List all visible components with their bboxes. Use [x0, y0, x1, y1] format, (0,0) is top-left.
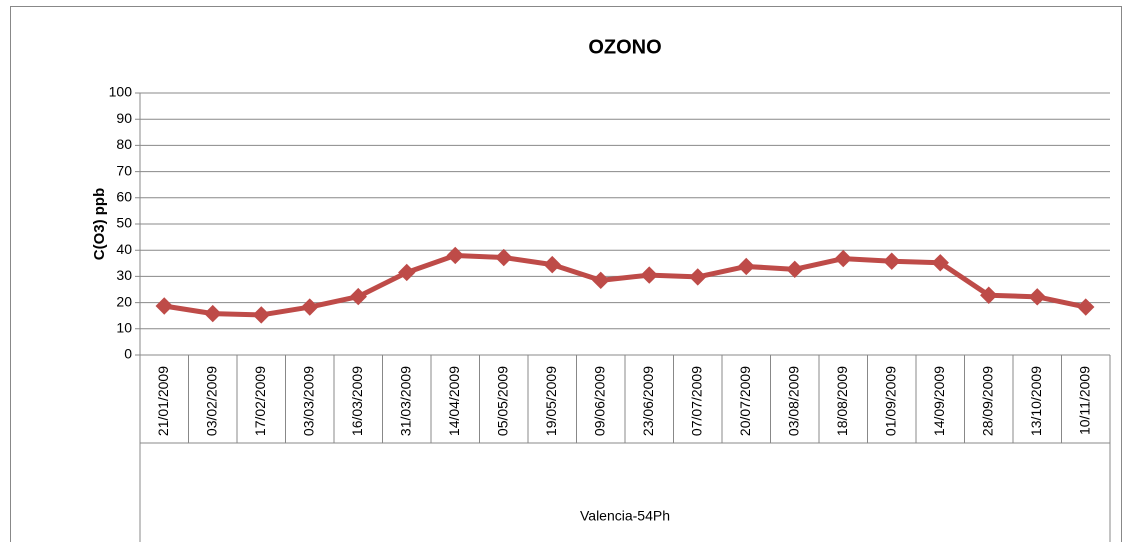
data-marker	[786, 260, 804, 279]
data-marker	[543, 255, 561, 274]
x-tick-label: 03/08/2009	[785, 366, 801, 436]
y-tick-label: 70	[116, 162, 132, 178]
data-marker	[495, 248, 513, 267]
data-marker	[155, 297, 173, 315]
data-marker	[980, 286, 998, 304]
y-tick-label: 0	[124, 346, 132, 362]
x-tick-label: 20/07/2009	[737, 366, 753, 436]
x-tick-label: 14/09/2009	[931, 366, 947, 436]
data-marker	[1077, 298, 1095, 316]
data-marker	[883, 252, 901, 270]
data-marker	[204, 304, 222, 323]
y-tick-label: 90	[116, 110, 132, 126]
y-tick-label: 40	[116, 241, 132, 257]
x-tick-label: 13/10/2009	[1028, 366, 1044, 436]
y-tick-label: 20	[116, 293, 132, 309]
data-marker	[398, 263, 416, 282]
data-marker	[834, 249, 852, 268]
data-marker	[446, 246, 464, 265]
chart-title: OZONO	[588, 36, 661, 58]
y-tick-label: 60	[116, 189, 132, 205]
data-marker	[931, 254, 949, 272]
x-tick-label: 28/09/2009	[979, 366, 995, 436]
x-tick-label: 07/07/2009	[688, 366, 704, 436]
data-marker	[689, 268, 707, 286]
y-tick-label: 50	[116, 215, 132, 231]
y-tick-label: 30	[116, 267, 132, 283]
x-tick-label: 03/03/2009	[300, 366, 316, 436]
data-marker	[592, 271, 610, 290]
x-tick-label: 09/06/2009	[591, 366, 607, 436]
x-tick-label: 10/11/2009	[1076, 366, 1092, 435]
x-tick-label: 21/01/2009	[155, 366, 171, 436]
x-tick-label: 19/05/2009	[543, 366, 559, 436]
y-tick-label: 100	[109, 84, 133, 100]
y-tick-label: 10	[116, 320, 132, 336]
data-marker	[1028, 288, 1046, 306]
data-marker	[737, 257, 755, 276]
x-tick-label: 14/04/2009	[446, 366, 462, 436]
x-tick-label: 05/05/2009	[494, 366, 510, 436]
x-tick-label: 03/02/2009	[203, 366, 219, 436]
x-tick-label: 31/03/2009	[397, 366, 413, 436]
x-group-label: Valencia-54Ph	[580, 508, 670, 524]
y-tick-label: 80	[116, 136, 132, 152]
data-marker	[349, 287, 367, 306]
x-tick-label: 16/03/2009	[349, 366, 365, 436]
x-tick-label: 17/02/2009	[252, 366, 268, 436]
x-tick-label: 01/09/2009	[882, 366, 898, 436]
x-tick-label: 23/06/2009	[640, 366, 656, 436]
x-tick-label: 18/08/2009	[834, 366, 850, 436]
data-marker	[640, 266, 658, 284]
data-marker	[301, 298, 319, 316]
y-axis-label: C(O3) ppb	[91, 188, 108, 261]
data-marker	[252, 306, 270, 324]
